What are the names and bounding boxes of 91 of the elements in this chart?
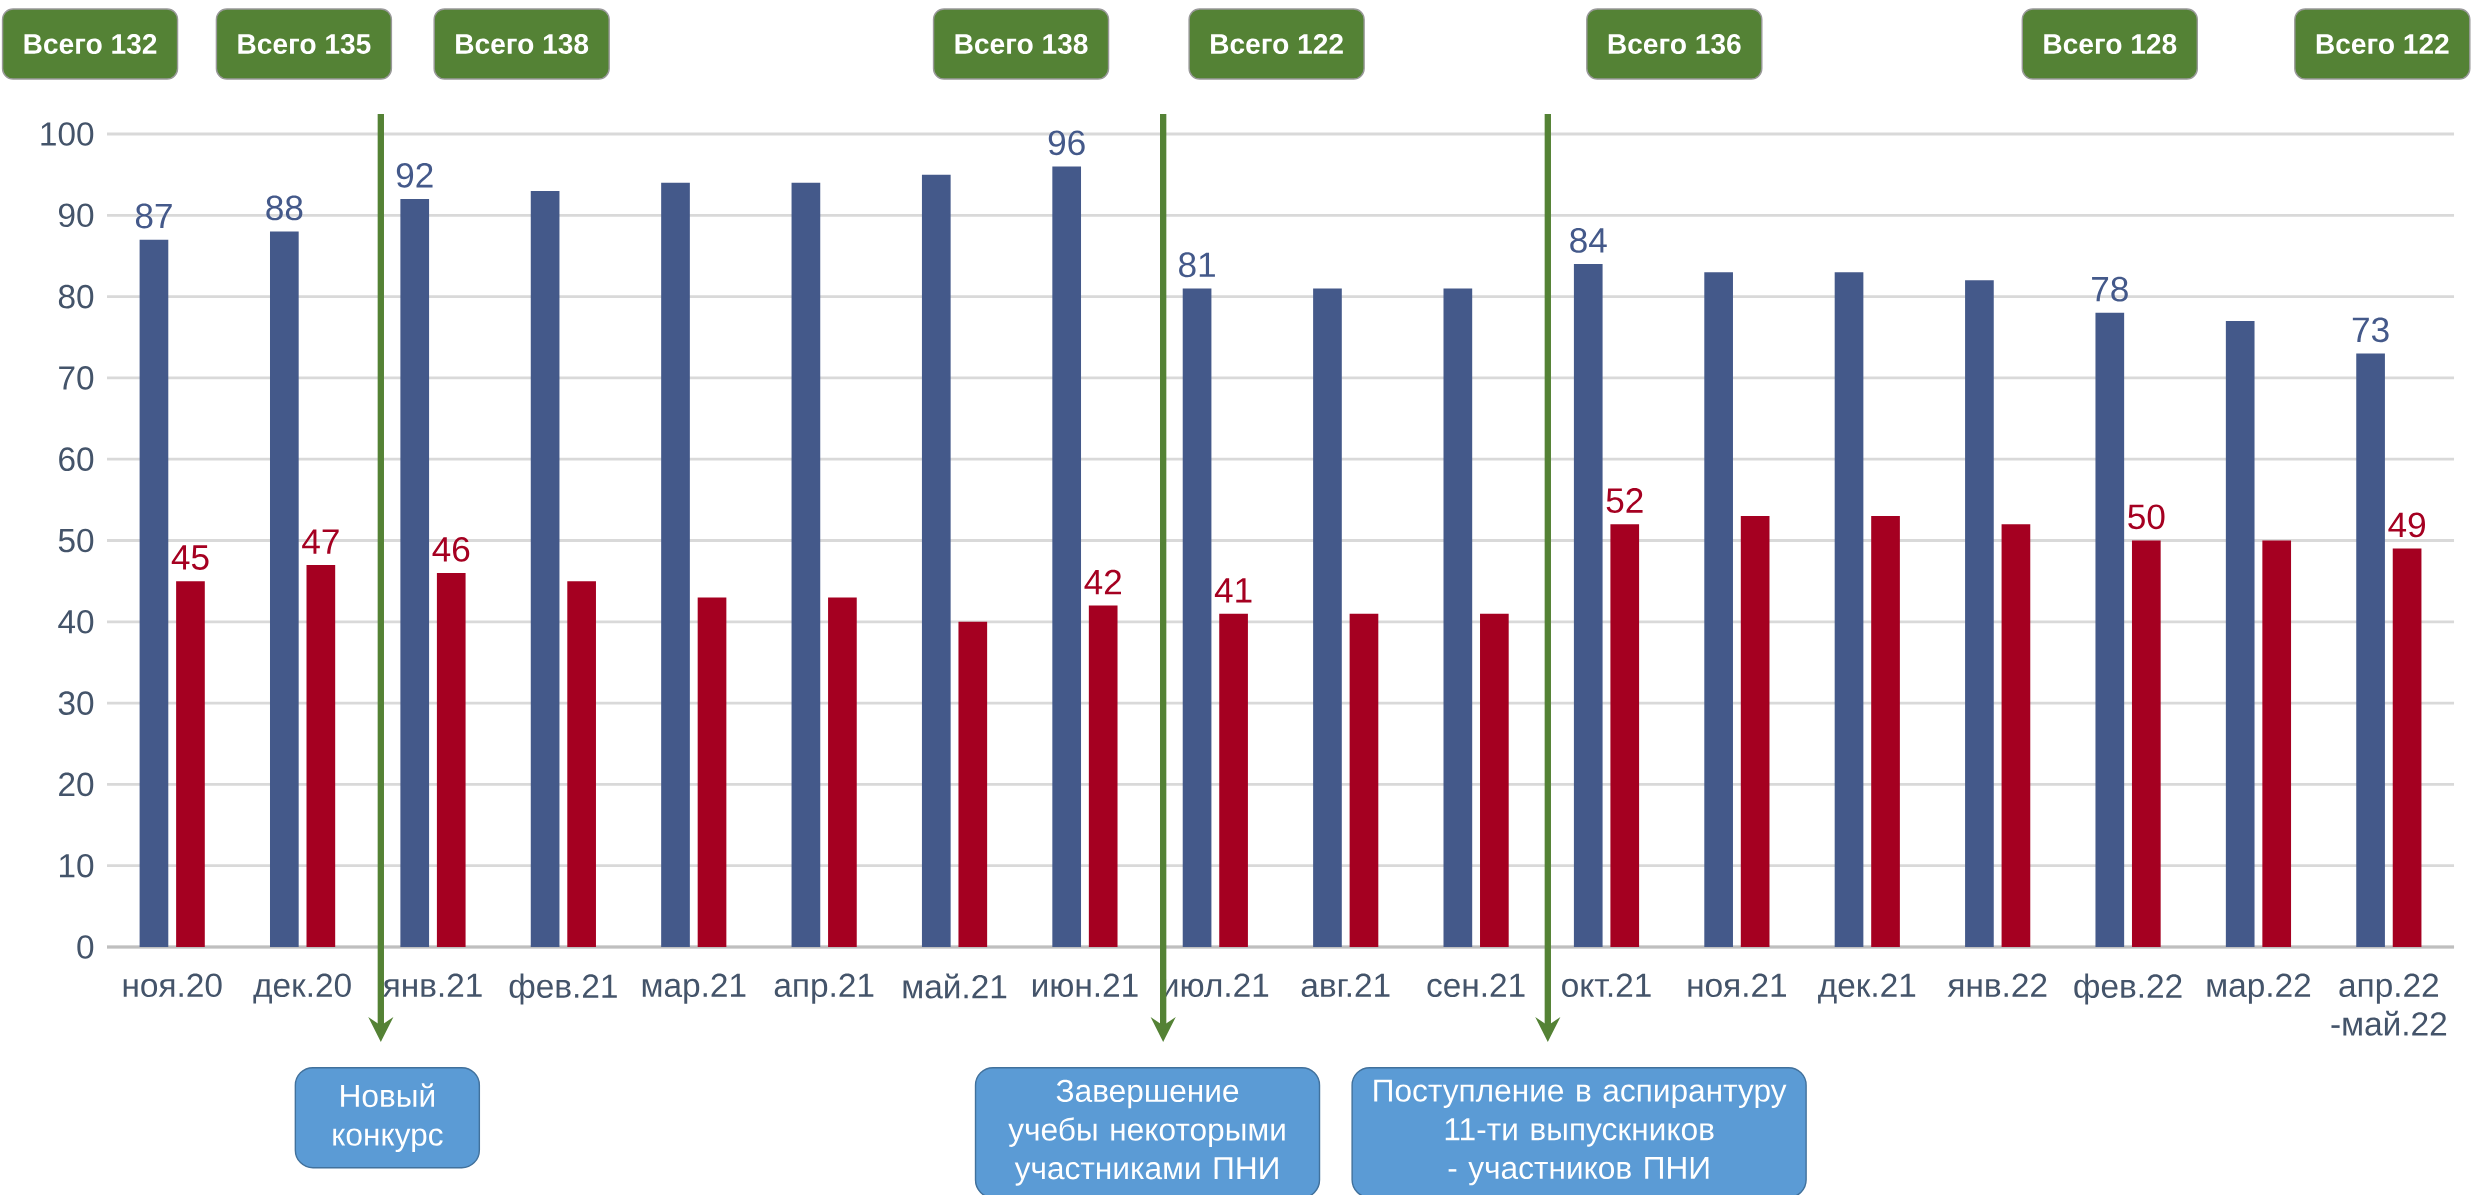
data-label: 92 [396, 162, 433, 188]
x-tick-label: апр.21 [774, 973, 874, 1004]
data-label: 47 [302, 529, 339, 554]
data-label: 49 [2388, 512, 2425, 538]
y-tick-label: 50 [58, 528, 94, 553]
text: Завершение учебы некоторыми участниками ПНИ [1008, 1079, 1285, 1186]
y-tick-label: 40 [58, 609, 94, 634]
x-tick-label: фев.21 [509, 973, 617, 1005]
x-tick-label: дек.21 [1818, 973, 1916, 1004]
bar [2262, 540, 2292, 947]
bar [1834, 272, 1864, 947]
bar [2392, 548, 2422, 947]
data-label: 45 [171, 545, 209, 570]
bar [2356, 353, 2385, 947]
x-tick-label: ноя.20 [123, 973, 222, 998]
bar [176, 581, 205, 947]
bar [697, 597, 727, 947]
data-label: 81 [1179, 252, 1215, 278]
bar [530, 190, 560, 947]
data-label: 50 [2128, 504, 2165, 530]
y-tick-label: 30 [58, 691, 94, 715]
bar [661, 182, 690, 947]
bar [1088, 605, 1118, 947]
y-tick-label: 80 [58, 284, 94, 309]
text: Всего 136 [1608, 34, 1741, 54]
bar [1443, 288, 1473, 947]
text: Всего 122 [2316, 34, 2449, 54]
x-tick-label: янв.22 [1947, 973, 2047, 997]
x-tick-label: окт.21 [1562, 973, 1651, 998]
bar [139, 239, 169, 947]
bar [828, 597, 857, 947]
x-tick-label: авг.21 [1301, 973, 1390, 998]
bar [1052, 166, 1082, 947]
bar [2225, 320, 2255, 947]
text: Всего 132 [24, 34, 157, 54]
x-tick-label: май.21 [903, 973, 1007, 999]
x-tick-label: дек.20 [253, 973, 351, 1004]
bar [1610, 524, 1640, 947]
y-tick-label: 90 [59, 203, 94, 228]
bar [1965, 280, 1994, 947]
data-label: 41 [1214, 578, 1252, 603]
text: Всего 138 [456, 34, 589, 54]
y-tick-label: 20 [59, 772, 94, 797]
bar [921, 174, 951, 947]
text: Поступление в аспирантуру 11-ти выпускников - участников ПНИ [1374, 1079, 1787, 1186]
bar [306, 564, 336, 947]
y-tick-label: 60 [59, 447, 94, 472]
bar [1480, 613, 1509, 947]
bar [791, 182, 821, 947]
data-label: 88 [266, 195, 303, 221]
bar [2131, 540, 2161, 947]
y-tick-label: 100 [41, 122, 94, 146]
data-label: 73 [2352, 317, 2389, 343]
text: Всего 122 [1211, 34, 1343, 54]
y-tick-label: 0 [77, 935, 94, 959]
data-label: 42 [1084, 569, 1121, 595]
x-tick-label: июн.21 [1032, 973, 1138, 998]
y-tick-label: 10 [59, 853, 94, 878]
bar [1349, 613, 1379, 947]
bar [1573, 264, 1603, 947]
x-tick-label: янв.21 [382, 973, 482, 997]
x-tick-label: ноя.21 [1688, 973, 1786, 998]
x-tick-label: сен.21 [1427, 973, 1525, 998]
bar [2095, 312, 2125, 947]
bar [269, 231, 299, 947]
bar [958, 621, 988, 947]
bar [1704, 272, 1733, 947]
bar [436, 573, 466, 947]
x-tick-label: фев.22 [2074, 973, 2182, 1005]
data-label: 87 [135, 203, 172, 229]
bar [1182, 288, 1212, 947]
text: Всего 138 [955, 34, 1088, 54]
data-label: 96 [1048, 130, 1085, 156]
data-label: 46 [432, 536, 470, 562]
data-label: 78 [2092, 276, 2128, 302]
text: Всего 128 [2044, 34, 2177, 54]
bar [1313, 288, 1342, 947]
data-label: 52 [1606, 488, 1643, 513]
bar [2001, 524, 2031, 947]
bar [1219, 613, 1248, 947]
text: Новый конкурс [333, 1083, 443, 1153]
data-label: 84 [1570, 227, 1607, 253]
y-tick-label: 70 [59, 366, 94, 390]
bar [567, 581, 596, 947]
bar [400, 199, 430, 947]
text: Всего 135 [238, 34, 371, 54]
bar [1740, 516, 1770, 947]
bar [1871, 516, 1900, 947]
x-tick-label: мар.21 [642, 973, 746, 1004]
x-tick-label: апр.22 -май.22 [2331, 973, 2447, 1036]
x-tick-label: мар.22 [2207, 973, 2311, 1004]
